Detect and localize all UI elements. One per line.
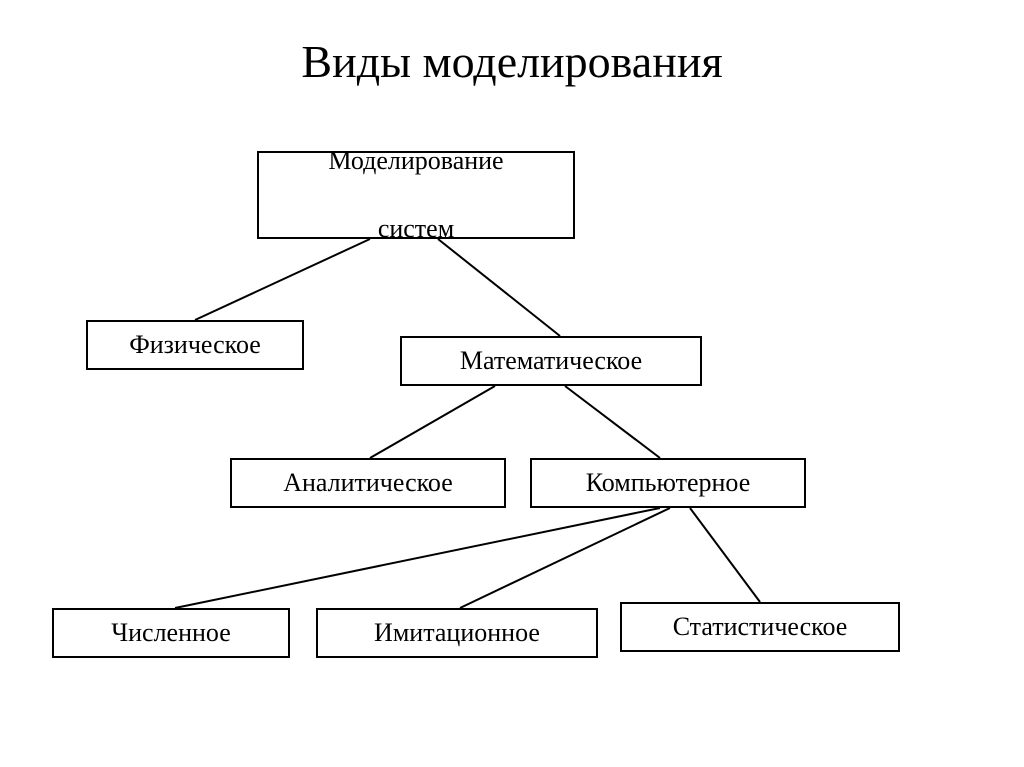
edge-comp-num [175,508,660,608]
node-anal: Аналитическое [230,458,506,508]
node-num: Численное [52,608,290,658]
node-comp: Компьютерное [530,458,806,508]
tree-diagram: МоделированиесистемФизическоеМатематичес… [0,0,1024,767]
node-label-line: Моделирование [328,144,503,178]
edge-root-math [438,239,560,336]
node-math: Математическое [400,336,702,386]
node-label-line: систем [378,212,454,246]
node-label-line: Имитационное [374,616,540,650]
node-label-line: Аналитическое [283,466,453,500]
node-label-line: Математическое [460,344,642,378]
node-root: Моделированиесистем [257,151,575,239]
node-sim: Имитационное [316,608,598,658]
node-phys: Физическое [86,320,304,370]
edge-comp-sim [460,508,670,608]
node-label-line: Физическое [129,328,261,362]
edge-math-comp [565,386,660,458]
node-stat: Статистическое [620,602,900,652]
edge-comp-stat [690,508,760,602]
node-label-line: Численное [111,616,231,650]
node-label-line: Компьютерное [586,466,751,500]
edge-math-anal [370,386,495,458]
node-label-line: Статистическое [673,610,848,644]
edge-root-phys [195,239,370,320]
